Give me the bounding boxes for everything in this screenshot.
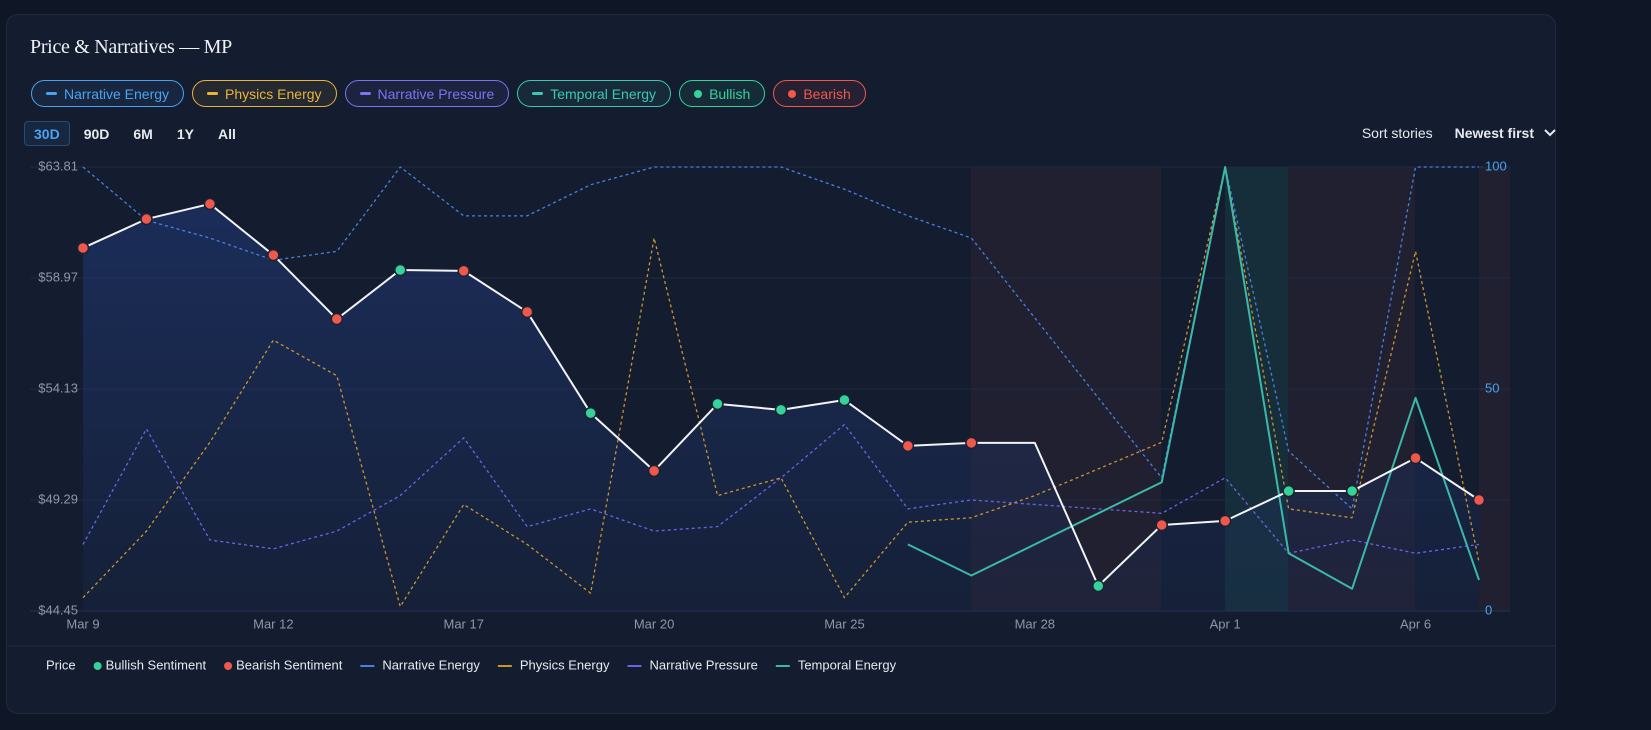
range-button[interactable]: 90D — [83, 125, 110, 142]
sentiment-marker — [1092, 579, 1105, 593]
toggle-icon — [788, 89, 797, 98]
price-area — [83, 203, 1479, 611]
sentiment-marker — [457, 264, 470, 278]
x-tick-label: Apr 1 — [1210, 616, 1241, 631]
y-tick-label: $44.45 — [38, 602, 78, 617]
y-tick-label: $49.29 — [38, 491, 78, 506]
toggle-icon — [46, 92, 57, 95]
toggle-label: Bearish — [803, 85, 851, 102]
sentiment-marker — [1282, 484, 1295, 498]
sentiment-marker — [1155, 518, 1168, 532]
sentiment-marker — [965, 436, 978, 450]
legend-label: Physics Energy — [520, 657, 610, 672]
x-tick-label: Mar 9 — [66, 616, 99, 631]
sentiment-marker — [1472, 493, 1486, 507]
legend-swatch — [224, 662, 233, 670]
sentiment-marker — [330, 312, 344, 326]
toggle-icon — [207, 92, 219, 95]
range-button[interactable]: 1Y — [176, 125, 194, 142]
series-line — [82, 423, 1480, 554]
sentiment-marker — [1409, 451, 1422, 465]
x-tick-label: Mar 25 — [824, 616, 864, 631]
toggle-chip[interactable]: Physics Energy — [192, 80, 337, 107]
chevron — [1544, 129, 1556, 137]
x-tick-label: Mar 20 — [634, 616, 674, 631]
x-tick-label: Mar 17 — [443, 616, 483, 631]
sentiment-marker — [1218, 514, 1232, 528]
series-line — [82, 166, 1479, 510]
legend-label: Narrative Pressure — [649, 657, 757, 672]
sentiment-marker — [520, 305, 534, 319]
title: Price & Narratives — MP — [30, 36, 232, 58]
sentiment-marker — [394, 263, 407, 277]
sentiment-marker — [140, 212, 153, 226]
toggle-label: Physics Energy — [225, 85, 322, 102]
x-tick-label: Mar 28 — [1015, 616, 1055, 631]
sentiment-marker — [584, 406, 597, 420]
x-tick-label: Apr 6 — [1400, 616, 1431, 631]
toggle-chip[interactable]: Bearish — [773, 80, 866, 107]
toggle-label: Temporal Energy — [550, 85, 657, 102]
toggle-icon — [359, 92, 371, 95]
toggle-label: Bullish — [709, 85, 751, 102]
sentiment-marker — [1345, 484, 1359, 498]
range-button[interactable]: 30D — [24, 121, 70, 146]
range-button[interactable]: All — [217, 125, 236, 142]
y-tick-label: $58.97 — [38, 269, 78, 284]
toggle-chip[interactable]: Bullish — [679, 80, 766, 107]
range-buttons: 30D 90D 6M 1Y All — [24, 121, 246, 146]
sentiment-marker — [267, 248, 280, 262]
legend-label: Bullish Sentiment — [106, 657, 207, 672]
sort: Sort stories Newest first — [1362, 125, 1556, 141]
y-tick-label: $54.13 — [38, 380, 78, 395]
chart: $44.45 $49.29 $54.13 $58.97 $63.81 0 50 100 Mar … — [6, 158, 1556, 672]
legend-label: Temporal Energy — [798, 657, 897, 672]
sort-select[interactable]: Newest first — [1455, 125, 1556, 141]
x-tick-label: Mar 12 — [253, 616, 293, 631]
sentiment-marker — [647, 464, 661, 478]
sentiment-marker — [901, 439, 915, 453]
series-line — [907, 166, 1480, 590]
y2-tick-label: 0 — [1485, 602, 1492, 617]
y2-tick-label: 100 — [1485, 158, 1507, 173]
y2-tick-label: 50 — [1485, 380, 1499, 395]
sentiment-marker — [203, 197, 217, 211]
toggle-chip[interactable]: Narrative Pressure — [344, 80, 510, 107]
y-tick-label: $63.81 — [38, 158, 78, 173]
sort-label: Sort stories — [1361, 125, 1433, 141]
toggle-icon — [694, 89, 703, 98]
toggle-chip[interactable]: Narrative Energy — [31, 80, 185, 107]
legend-swatch — [93, 662, 102, 670]
toggle-label: Narrative Energy — [64, 85, 170, 102]
toggles: Narrative Energy Physics Energy Narrative … — [31, 80, 866, 107]
legend-label: Bearish Sentiment — [236, 657, 343, 672]
legend-label: Price — [46, 657, 76, 672]
toggle-label: Narrative Pressure — [377, 85, 495, 102]
sentiment-marker — [76, 241, 90, 255]
sentiment-marker — [711, 397, 724, 411]
sort-value: Newest first — [1454, 125, 1534, 141]
toggle-chip[interactable]: Temporal Energy — [517, 80, 672, 107]
range-button[interactable]: 6M — [133, 125, 153, 142]
sentiment-marker — [774, 403, 788, 417]
toggle-icon — [532, 92, 544, 95]
sentiment-marker — [838, 393, 851, 407]
legend-label: Narrative Energy — [382, 657, 480, 672]
